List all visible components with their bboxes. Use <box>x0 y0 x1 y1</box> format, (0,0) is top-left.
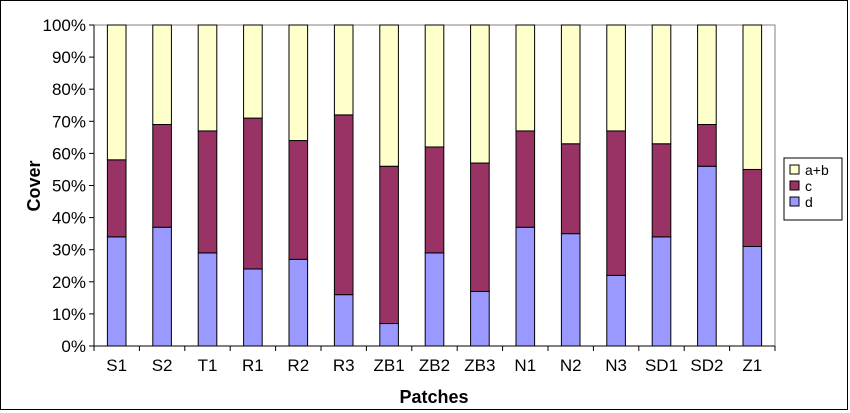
bar-segment-d <box>697 165 717 347</box>
y-tick-label: 40% <box>52 209 86 228</box>
bar-segment-c <box>515 130 536 228</box>
x-tick-label: ZB1 <box>374 356 405 375</box>
bar-segment-a-b <box>606 24 626 132</box>
bar-segment-a-b <box>197 24 218 132</box>
bar-segment-a-b <box>106 24 127 161</box>
x-tick-label: ZB2 <box>419 356 450 375</box>
x-tick-label: Z1 <box>742 356 762 375</box>
bar-segment-a-b <box>742 24 763 170</box>
y-tick-label: 50% <box>52 177 86 196</box>
legend-label: c <box>805 178 812 194</box>
bar-segment-c <box>379 165 399 325</box>
bar-segment-c <box>333 114 354 296</box>
x-tick-label: N1 <box>514 356 536 375</box>
legend-label: a+b <box>805 162 829 178</box>
bar-segment-d <box>106 236 127 347</box>
bar-segment-d <box>197 252 218 347</box>
x-tick-label: R1 <box>242 356 264 375</box>
x-tick-label: R2 <box>287 356 309 375</box>
x-tick-label: N3 <box>605 356 627 375</box>
bar-segment-c <box>606 130 626 276</box>
bar-segment-a-b <box>515 24 536 132</box>
y-tick-label: 30% <box>52 241 86 260</box>
legend: a+bcd <box>783 157 843 221</box>
bar-segment-d <box>470 290 490 347</box>
bar-segment-a-b <box>470 24 490 164</box>
bar-segment-c <box>470 162 490 292</box>
x-tick-label: ZB3 <box>464 356 495 375</box>
y-tick-label: 10% <box>52 305 86 324</box>
bars-group <box>106 24 763 347</box>
legend-swatch <box>789 180 800 191</box>
bar-segment-d <box>379 323 399 347</box>
legend-swatch <box>789 196 800 207</box>
bar-segment-d <box>560 233 581 347</box>
bar-segment-c <box>243 117 263 270</box>
y-axis: 0% 10% 20% 30% 40% 50% 60% 70% 80% 90% 100% <box>43 16 95 356</box>
y-tick-label: 70% <box>52 112 86 131</box>
x-axis-title: Patches <box>399 387 468 407</box>
bar-segment-c <box>697 124 717 167</box>
bar-segment-d <box>606 274 626 347</box>
bar-segment-c <box>742 168 763 247</box>
legend-label: d <box>805 194 813 210</box>
bar-segment-a-b <box>288 24 309 142</box>
bar-segment-a-b <box>243 24 263 119</box>
bar-segment-a-b <box>424 24 445 148</box>
y-axis-title: Cover <box>24 160 44 211</box>
bar-segment-c <box>106 159 127 238</box>
y-tick-label: 0% <box>61 337 86 356</box>
y-tick-label: 60% <box>52 144 86 163</box>
y-tick-label: 80% <box>52 80 86 99</box>
y-tick-label: 100% <box>43 16 86 35</box>
bar-segment-c <box>197 130 218 254</box>
bar-segment-d <box>515 226 536 347</box>
bar-segment-c <box>152 124 172 228</box>
x-tick-label: S2 <box>152 356 173 375</box>
bar-segment-d <box>651 236 672 347</box>
bar-segment-d <box>152 226 172 347</box>
bar-segment-c <box>288 140 309 260</box>
bar-segment-d <box>742 245 763 347</box>
x-tick-label: SD1 <box>645 356 678 375</box>
bar-segment-a-b <box>152 24 172 126</box>
bar-segment-a-b <box>560 24 581 145</box>
x-tick-label: SD2 <box>690 356 723 375</box>
bar-segment-a-b <box>651 24 672 145</box>
bar-segment-a-b <box>697 24 717 126</box>
y-tick-label: 20% <box>52 273 86 292</box>
bar-segment-c <box>560 143 581 235</box>
bar-segment-d <box>424 252 445 347</box>
x-tick-label: R3 <box>333 356 355 375</box>
bar-segment-d <box>288 258 309 347</box>
bar-segment-a-b <box>333 24 354 116</box>
x-tick-label: N2 <box>560 356 582 375</box>
x-axis: S1 S2 T1 R1 R2 R3 ZB1 ZB2 ZB3 N1 N2 N3 SD1 SD2 Z1 <box>93 345 776 375</box>
bar-segment-d <box>243 268 263 347</box>
x-tick-label: T1 <box>198 356 218 375</box>
bar-segment-a-b <box>379 24 399 167</box>
bar-segment-c <box>424 146 445 254</box>
legend-swatch <box>789 164 800 175</box>
x-tick-label: S1 <box>106 356 127 375</box>
bar-segment-d <box>333 294 354 347</box>
bar-segment-c <box>651 143 672 238</box>
y-tick-label: 90% <box>52 48 86 67</box>
